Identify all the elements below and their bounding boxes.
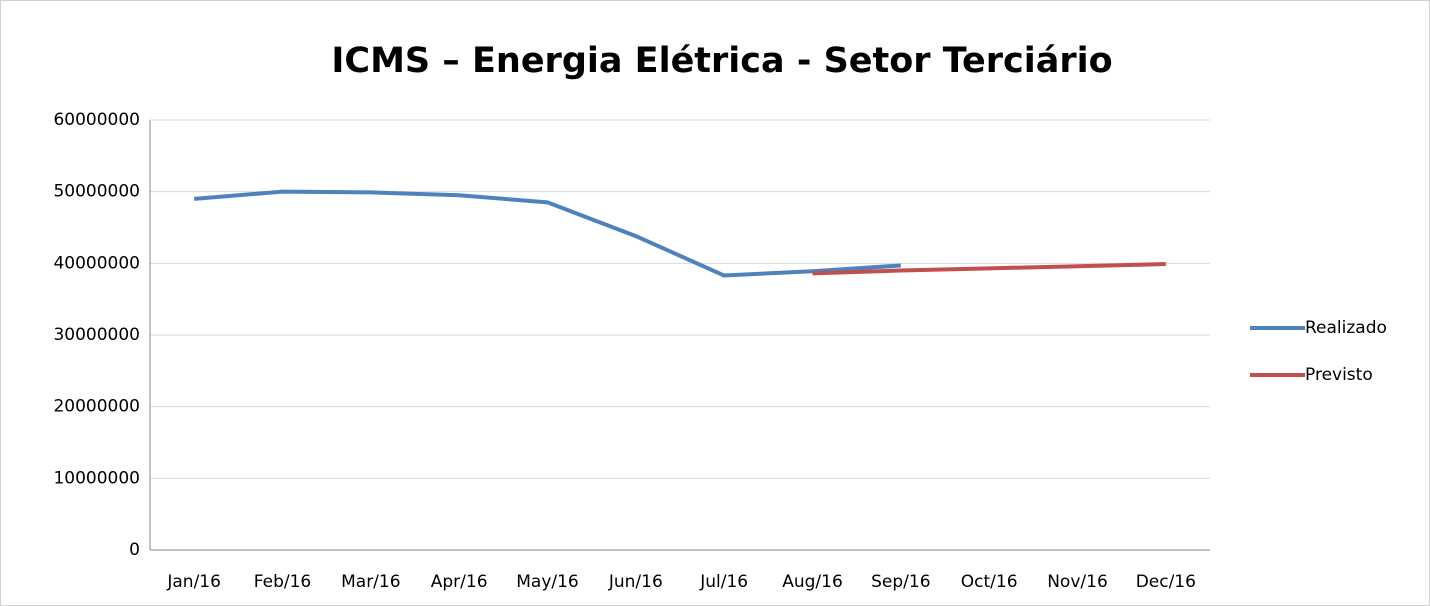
y-tick-label: 0 bbox=[129, 540, 140, 560]
x-tick-label: Mar/16 bbox=[341, 572, 400, 592]
x-tick-label: Jul/16 bbox=[699, 572, 748, 592]
y-tick-label: 30000000 bbox=[53, 325, 140, 345]
legend-label: Previsto bbox=[1305, 365, 1373, 385]
legend-label: Realizado bbox=[1305, 318, 1387, 338]
x-tick-label: Oct/16 bbox=[961, 572, 1018, 592]
x-tick-label: May/16 bbox=[516, 572, 579, 592]
y-tick-label: 60000000 bbox=[53, 110, 140, 130]
x-tick-label: Feb/16 bbox=[254, 572, 311, 592]
x-tick-label: Apr/16 bbox=[431, 572, 488, 592]
x-tick-label: Aug/16 bbox=[782, 572, 843, 592]
x-tick-label: Jun/16 bbox=[608, 572, 663, 592]
y-tick-label: 50000000 bbox=[53, 182, 140, 202]
x-tick-label: Sep/16 bbox=[871, 572, 930, 592]
x-tick-label: Dec/16 bbox=[1136, 572, 1196, 592]
x-tick-label: Jan/16 bbox=[166, 572, 221, 592]
x-tick-label: Nov/16 bbox=[1047, 572, 1108, 592]
chart-title: ICMS – Energia Elétrica - Setor Terciári… bbox=[331, 41, 1112, 81]
y-tick-label: 10000000 bbox=[53, 468, 140, 488]
series-line bbox=[812, 262, 1166, 276]
series-line bbox=[194, 189, 901, 278]
y-tick-label: 40000000 bbox=[53, 253, 140, 273]
y-tick-label: 20000000 bbox=[53, 397, 140, 417]
